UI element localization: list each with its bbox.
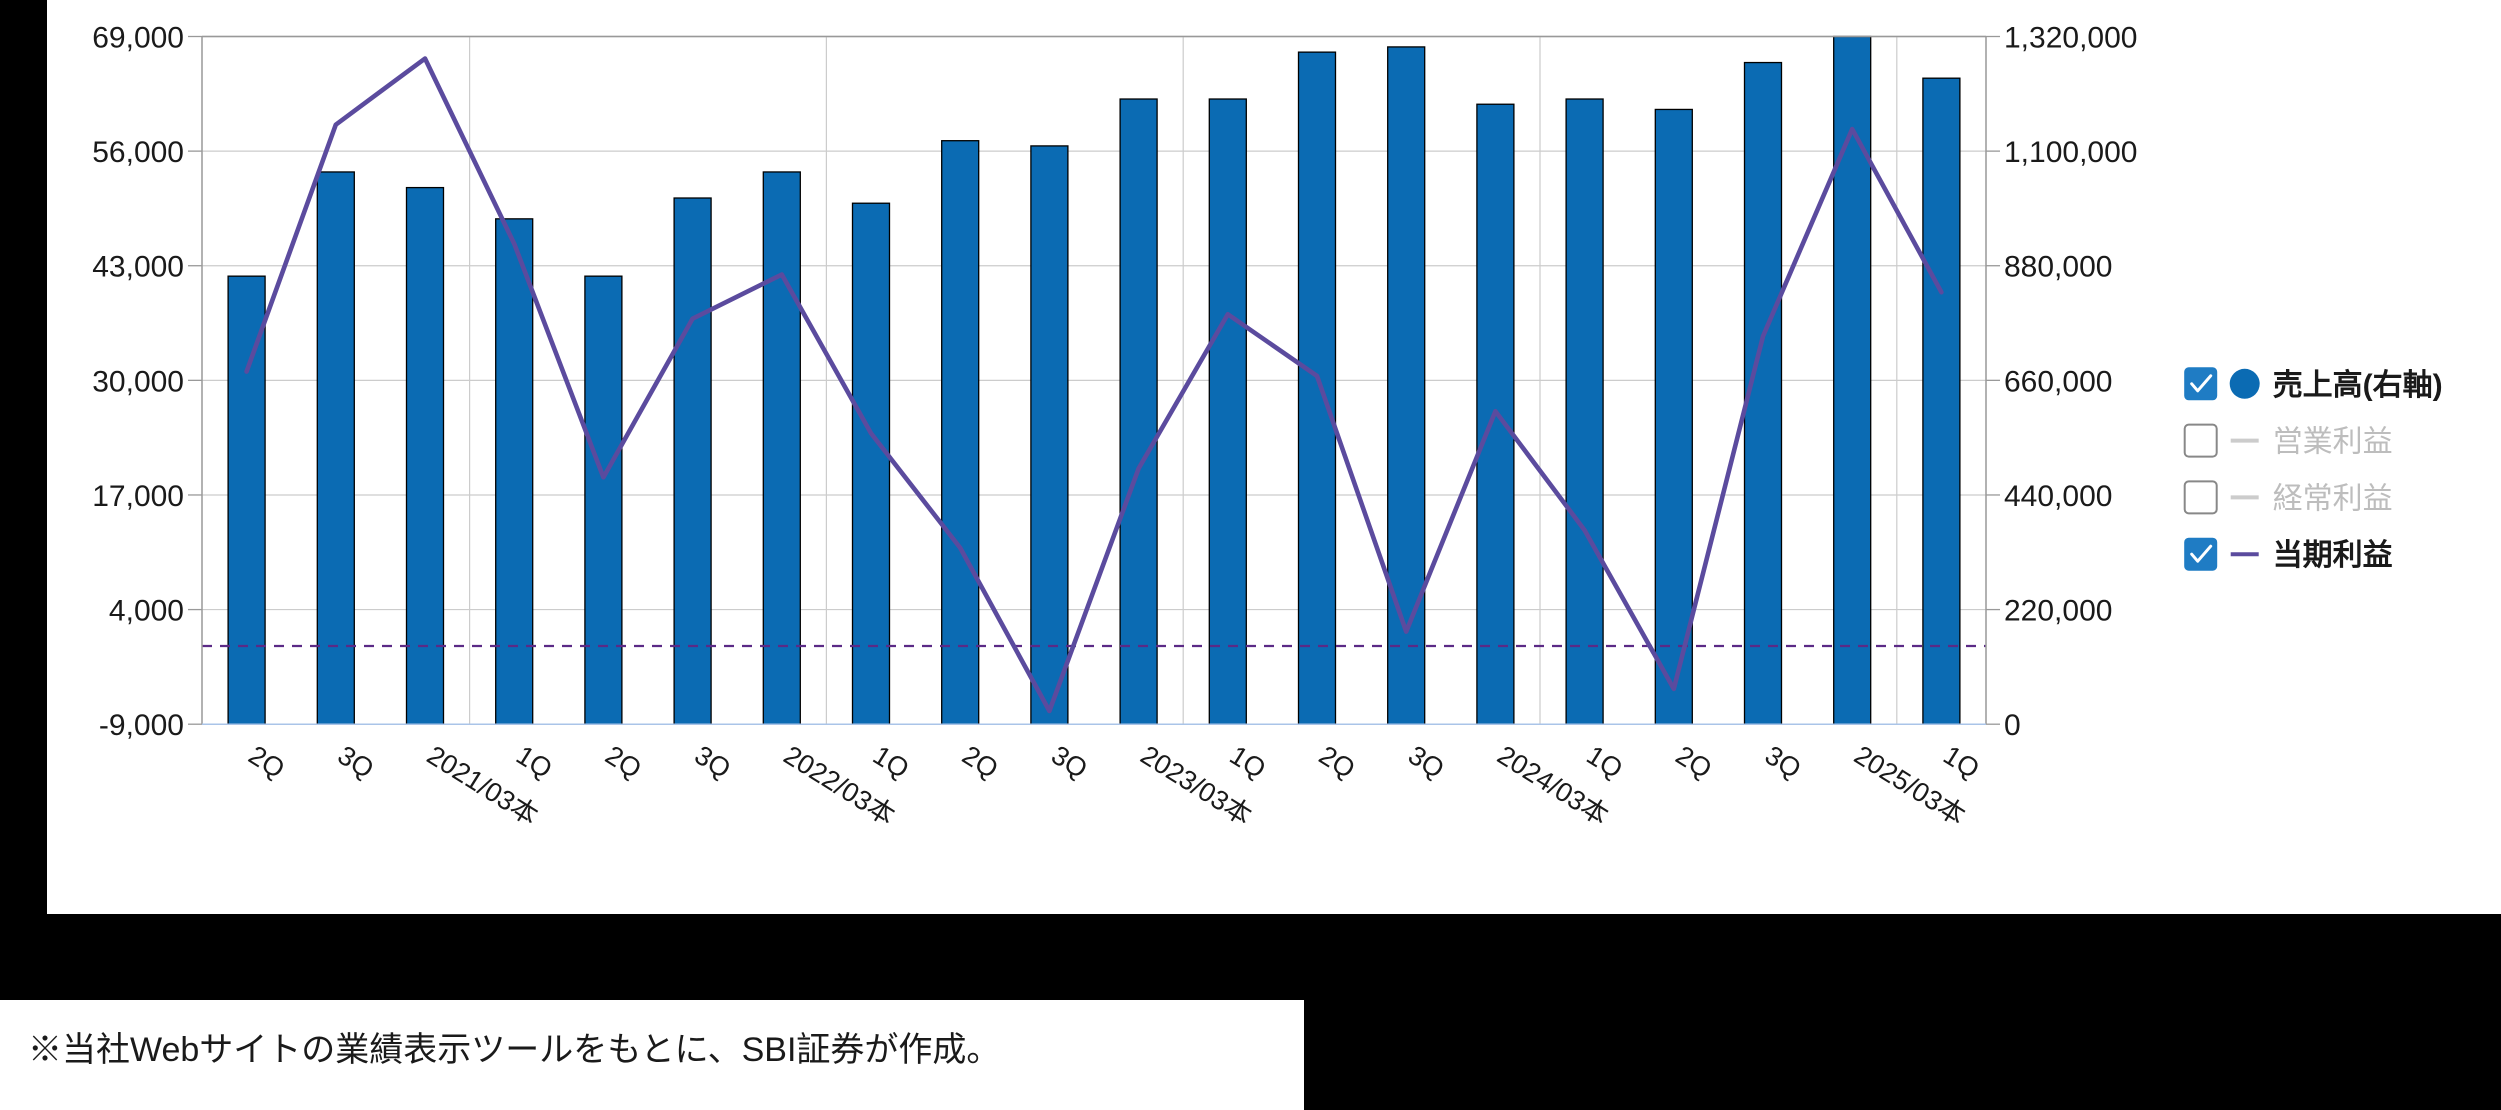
svg-text:1,320,000: 1,320,000 — [2004, 22, 2137, 55]
svg-text:1Q: 1Q — [511, 740, 557, 785]
svg-text:0: 0 — [2004, 709, 2021, 742]
svg-text:2Q: 2Q — [600, 740, 646, 785]
svg-text:2Q: 2Q — [243, 740, 289, 785]
svg-text:660,000: 660,000 — [2004, 365, 2112, 398]
svg-text:3Q: 3Q — [333, 740, 379, 785]
svg-text:69,000: 69,000 — [92, 22, 184, 55]
svg-text:1Q: 1Q — [1225, 740, 1271, 785]
svg-text:3Q: 3Q — [1760, 740, 1806, 785]
svg-text:3Q: 3Q — [1046, 740, 1092, 785]
svg-text:営業利益: 営業利益 — [2273, 426, 2393, 459]
svg-text:1Q: 1Q — [1581, 740, 1627, 785]
svg-text:220,000: 220,000 — [2004, 595, 2112, 628]
svg-text:2Q: 2Q — [957, 740, 1003, 785]
svg-text:2Q: 2Q — [1314, 740, 1360, 785]
svg-text:1Q: 1Q — [1938, 740, 1984, 785]
svg-text:-9,000: -9,000 — [99, 709, 184, 742]
svg-text:880,000: 880,000 — [2004, 251, 2112, 284]
svg-text:3Q: 3Q — [689, 740, 735, 785]
svg-text:経常利益: 経常利益 — [2273, 482, 2393, 515]
svg-text:43,000: 43,000 — [92, 251, 184, 284]
svg-text:17,000: 17,000 — [92, 480, 184, 513]
svg-text:56,000: 56,000 — [92, 136, 184, 169]
svg-text:2Q: 2Q — [1671, 740, 1717, 785]
svg-text:当期利益: 当期利益 — [2273, 539, 2393, 572]
svg-text:3Q: 3Q — [1403, 740, 1449, 785]
svg-text:売上高(右軸): 売上高(右軸) — [2273, 369, 2443, 402]
svg-text:1Q: 1Q — [868, 740, 914, 785]
svg-text:30,000: 30,000 — [92, 365, 184, 398]
svg-text:1,100,000: 1,100,000 — [2004, 136, 2137, 169]
svg-text:4,000: 4,000 — [109, 595, 184, 628]
svg-text:440,000: 440,000 — [2004, 480, 2112, 513]
